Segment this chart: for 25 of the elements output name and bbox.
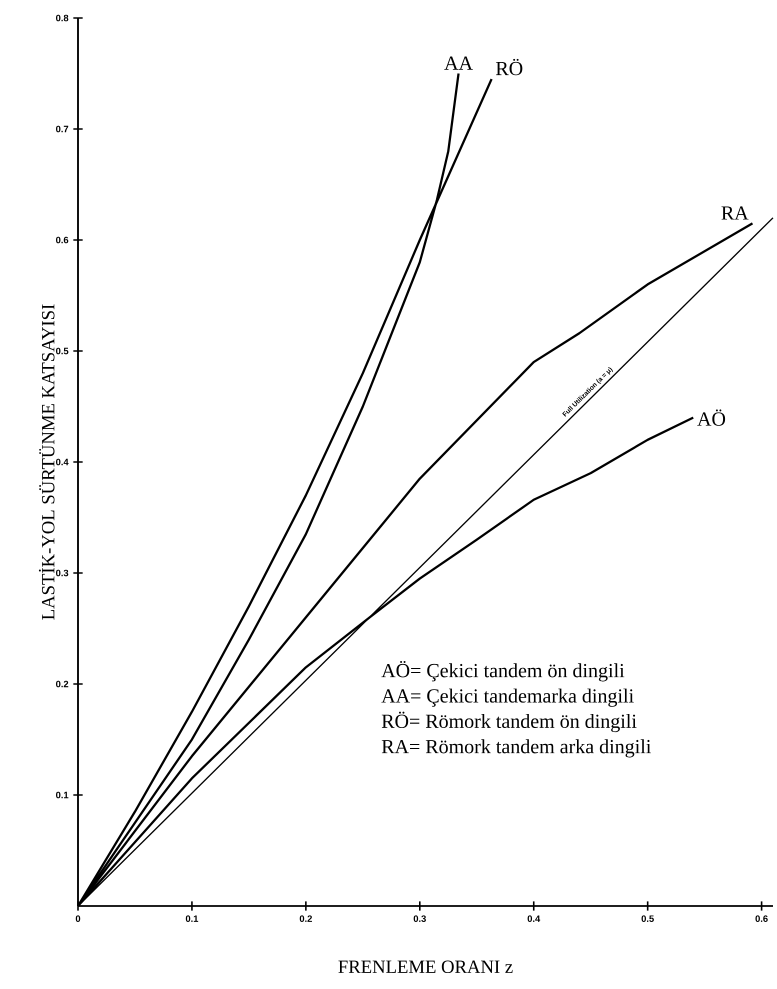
y-tick-label: 0.8	[56, 14, 68, 22]
x-tick-label: 0.2	[300, 915, 312, 922]
x-tick-label: 0.1	[186, 915, 198, 922]
y-tick-label: 0.7	[56, 126, 68, 132]
x-tick-label: 0.4	[528, 915, 540, 922]
series-label: AÖ	[697, 409, 726, 426]
x-tick-label: 0.5	[642, 915, 654, 922]
annotation: RA= Römork tandem arka dingili	[382, 739, 651, 758]
x-tick-label: 0	[76, 915, 80, 922]
y-tick-label: 0.5	[56, 348, 68, 354]
y-tick-label: 0.1	[56, 792, 68, 798]
annotation: AÖ= Çekici tandem ön dingili	[381, 660, 624, 682]
series-label: RÖ	[496, 58, 522, 76]
y-tick-label: 0.3	[56, 570, 68, 576]
y-tick-label: 0.2	[56, 680, 68, 688]
x-tick-label: 0.6	[755, 915, 768, 922]
series-label: RA	[721, 206, 749, 220]
series-label: AA	[444, 56, 473, 70]
x-axis-title: FRENLEME ORANI z	[338, 960, 513, 974]
y-tick-label: 0.4	[56, 458, 69, 466]
x-tick-label: 0.3	[414, 915, 426, 922]
y-tick-label: 0.6	[56, 236, 68, 244]
annotation: RÖ= Römork tandem ön dingili	[382, 712, 637, 732]
annotation: AA= Çekici tandemarka dingili	[381, 688, 634, 707]
y-axis-title: LASTİK-YOL SÜRTÜNME KATSAYISI	[38, 304, 54, 620]
